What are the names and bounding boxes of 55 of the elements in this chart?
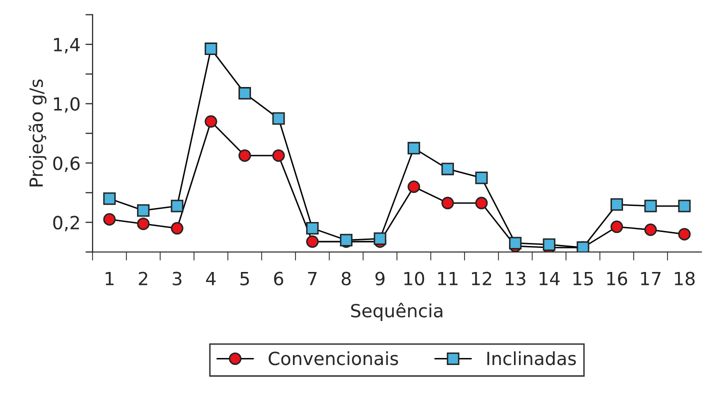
x-tick-label: 10 [404,272,424,286]
x-tick-label: 14 [540,272,560,286]
legend-label: Convencionais [268,351,398,366]
x-tick-label: 4 [206,272,216,286]
x-tick-label: 11 [438,272,458,286]
point [272,112,285,125]
point [170,222,184,235]
point [644,200,657,212]
x-tick-label: 8 [342,272,351,286]
point [475,172,488,184]
point [238,87,251,100]
point [678,228,691,240]
x-tick-label: 7 [308,272,317,286]
point [509,236,522,250]
point [441,162,454,176]
point [475,196,488,210]
x-tick-label: 13 [506,272,526,286]
x-tick-label: 3 [172,272,182,286]
point [306,235,319,248]
x-tick-label: 5 [240,272,249,286]
x-tick-label: 12 [472,272,492,286]
point [204,115,218,128]
point [272,149,285,162]
point [408,142,420,154]
x-tick-label: 16 [607,272,628,286]
point [204,42,218,56]
point [103,192,116,205]
point [644,224,657,236]
point [103,213,116,226]
x-tick-label: 9 [375,272,385,286]
point [238,149,251,162]
point [170,200,184,212]
x-tick-label: 17 [641,272,661,286]
point [678,200,691,212]
x-tick-label: 2 [138,272,148,286]
point [408,180,420,193]
x-tick-label: 15 [573,272,593,286]
y-tick-label: 1,4 [54,38,80,54]
y-tick-label: 0,6 [53,156,80,172]
y-axis-title: Projeção g/s [28,79,46,186]
point [542,238,556,251]
x-tick-label: 1 [106,272,114,286]
y-tick-label: 1,0 [54,97,80,113]
point [610,198,624,211]
point [306,222,319,235]
point [610,220,624,234]
y-tick-label: 0,2 [53,216,79,232]
point [137,218,150,230]
point [137,204,150,217]
x-tick-label: 18 [674,272,695,286]
point [374,232,386,245]
x-axis-title: Sequência [351,302,442,322]
point [441,196,454,210]
legend-label: Inclinadas [487,351,576,366]
x-tick-label: 6 [274,272,284,286]
